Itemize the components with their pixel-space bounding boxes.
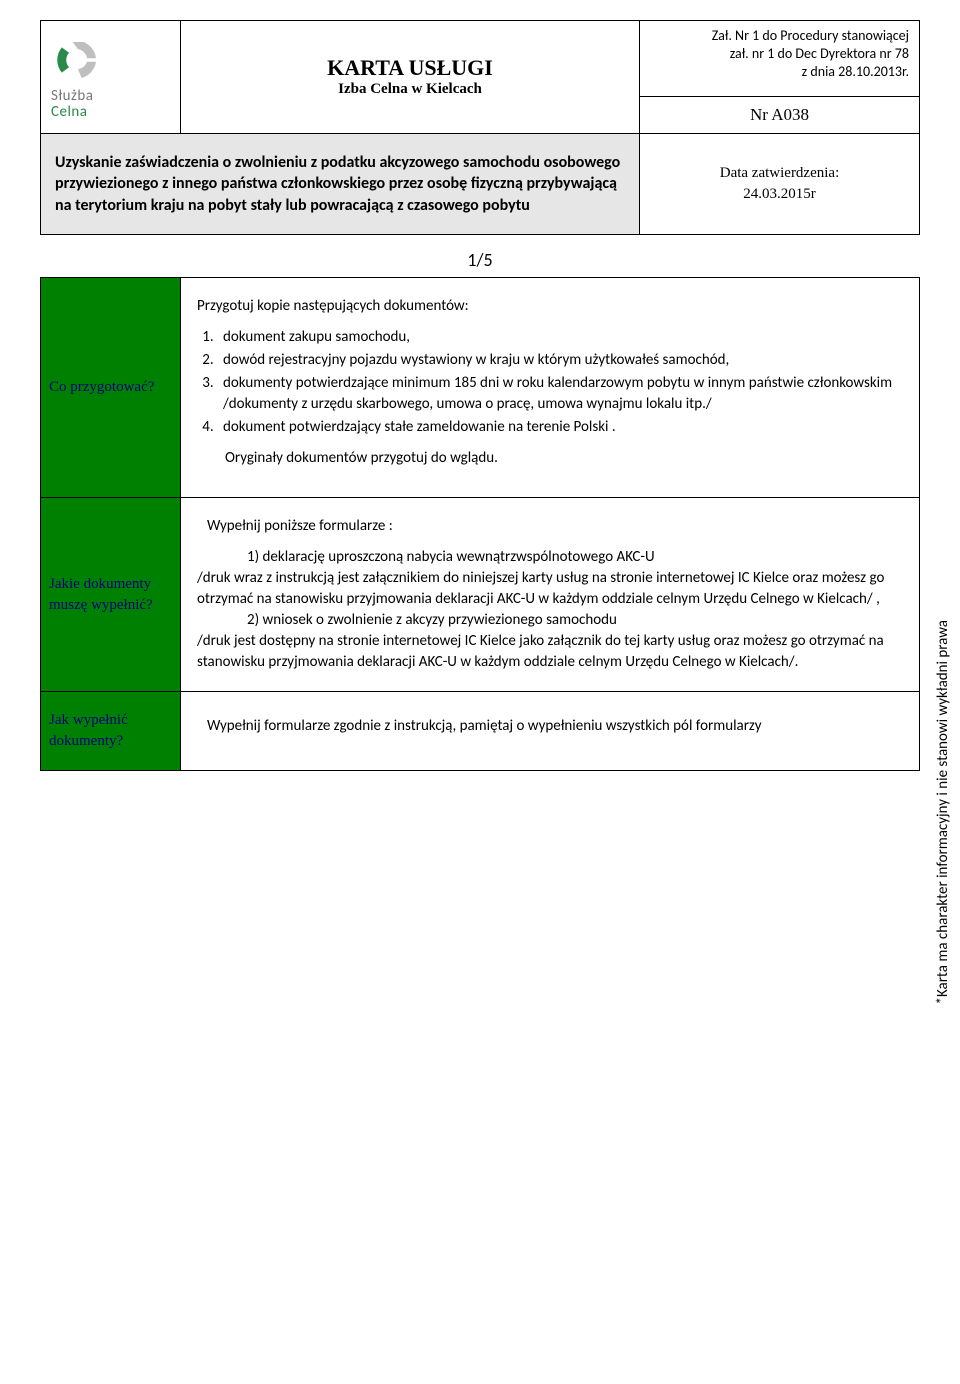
list-item: dokumenty potwierdzające minimum 185 dni… [217,373,903,415]
answer-text: Wypełnij formularze zgodnie z instrukcją… [207,716,903,737]
card-subtitle: Izba Celna w Kielcach [191,81,629,98]
attachment-cell: Zał. Nr 1 do Procedury stanowiącej zał. … [640,21,920,97]
question-cell: Co przygotować? [41,278,181,498]
date-cell: Data zatwierdzenia: 24.03.2015r [640,133,920,235]
qa-row: Co przygotować? Przygotuj kopie następuj… [41,278,920,498]
logo-text-2: Celna [51,104,170,121]
card-title: KARTA USŁUGI [191,55,629,81]
list-item: dokument zakupu samochodu, [217,327,903,348]
qa-row: Jakie dokumenty muszę wypełnić? Wypełnij… [41,498,920,692]
form-item-2: 2) wniosek o zwolnienie z akcyzy przywie… [247,610,903,631]
answer-cell: Wypełnij formularze zgodnie z instrukcją… [181,692,920,771]
date-label: Data zatwierdzenia: [650,163,909,184]
form-item-1: 1) deklarację uproszczoną nabycia wewnąt… [247,547,903,568]
logo-text-1: Służba [51,89,170,104]
logo-cell: Służba Celna [41,21,181,134]
answer-cell: Wypełnij poniższe formularze : 1) deklar… [181,498,920,692]
title-cell: KARTA USŁUGI Izba Celna w Kielcach [181,21,640,134]
answer-intro: Przygotuj kopie następujących dokumentów… [197,296,903,317]
question-cell: Jakie dokumenty muszę wypełnić? [41,498,181,692]
qa-table: Co przygotować? Przygotuj kopie następuj… [40,277,920,771]
form-item-1-detail: /druk wraz z instrukcją jest załącznikie… [197,568,903,610]
description-cell: Uzyskanie zaświadczenia o zwolnieniu z p… [41,133,640,235]
attach-line-3: z dnia 28.10.2013r. [650,63,909,81]
date-value: 24.03.2015r [650,184,909,205]
header-table: Służba Celna KARTA USŁUGI Izba Celna w K… [40,20,920,235]
side-disclaimer: *Karta ma charakter informacyjny i nie s… [934,620,952,1005]
question-cell: Jak wypełnić dokumenty? [41,692,181,771]
nr-cell: Nr A038 [640,96,920,133]
qa-row: Jak wypełnić dokumenty? Wypełnij formula… [41,692,920,771]
customs-logo-icon [51,33,105,87]
answer-intro: Wypełnij poniższe formularze : [207,516,903,537]
form-item-2-detail: /druk jest dostępny na stronie interneto… [197,631,903,673]
attach-line-1: Zał. Nr 1 do Procedury stanowiącej [650,27,909,45]
answer-cell: Przygotuj kopie następujących dokumentów… [181,278,920,498]
list-item: dokument potwierdzający stałe zameldowan… [217,417,903,438]
answer-outro: Oryginały dokumentów przygotuj do wglądu… [225,448,903,469]
document-list: dokument zakupu samochodu, dowód rejestr… [217,327,903,438]
page-number: 1/5 [40,249,920,271]
list-item: dowód rejestracyjny pojazdu wystawiony w… [217,350,903,371]
logo: Służba Celna [51,27,170,127]
attach-line-2: zał. nr 1 do Dec Dyrektora nr 78 [650,45,909,63]
description-text: Uzyskanie zaświadczenia o zwolnieniu z p… [55,153,620,215]
